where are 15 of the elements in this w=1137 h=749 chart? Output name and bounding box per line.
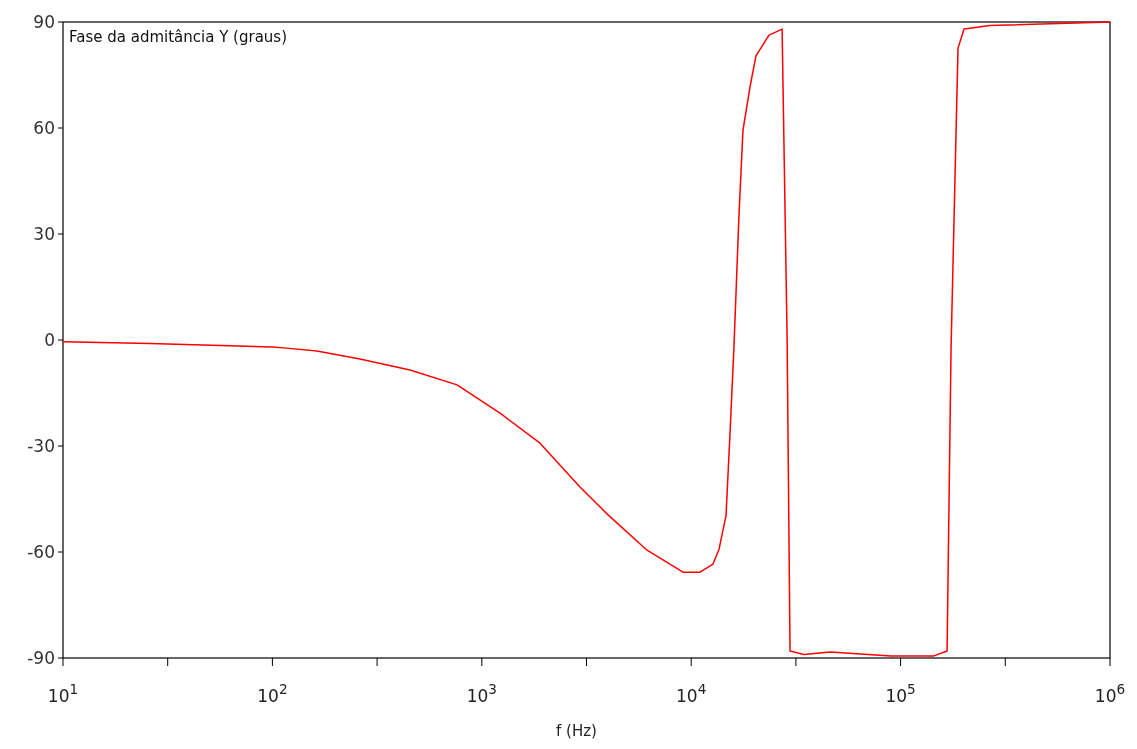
y-tick-label: -30 bbox=[27, 435, 55, 456]
y-tick-label: -90 bbox=[27, 647, 55, 668]
y-tick-label: 0 bbox=[44, 329, 55, 350]
y-tick-label: 60 bbox=[33, 117, 55, 138]
x-tick-label: 10$^{2}$ bbox=[257, 681, 288, 706]
x-tick-label: 10$^{4}$ bbox=[676, 681, 707, 706]
x-tick-label: 10$^{6}$ bbox=[1094, 681, 1126, 706]
y-tick-label: -60 bbox=[27, 541, 55, 562]
x-tick-label: 10$^{1}$ bbox=[47, 681, 79, 706]
y-axis-title: Fase da admitância Y (graus) bbox=[69, 28, 288, 46]
y-tick-label: 30 bbox=[33, 223, 55, 244]
x-tick-label: 10$^{5}$ bbox=[885, 681, 916, 706]
y-tick-label: 90 bbox=[33, 11, 55, 32]
x-tick-label: 10$^{3}$ bbox=[466, 681, 497, 706]
x-axis-title: f (Hz) bbox=[556, 722, 597, 740]
